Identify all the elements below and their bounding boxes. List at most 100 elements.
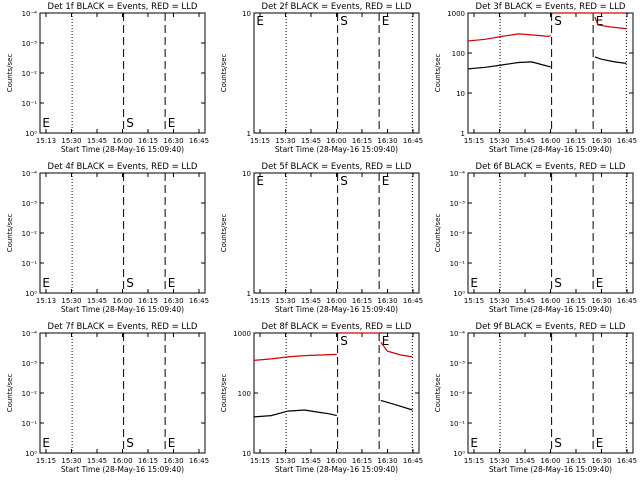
x-tick-label: 16:45 — [189, 457, 209, 465]
y-tick-label: 10⁻⁴ — [22, 170, 38, 178]
x-tick-label: 15:13 — [36, 297, 56, 305]
plot-frame — [39, 172, 206, 294]
x-axis-label: Start Time (28-May-16 15:09:40) — [275, 145, 398, 154]
y-tick-label: 10⁰ — [453, 290, 465, 298]
x-tick-label: 15:45 — [301, 297, 321, 305]
x-tick-label: 15:45 — [301, 457, 321, 465]
y-tick-label: 10⁻¹ — [22, 420, 38, 428]
events-series — [253, 409, 337, 418]
x-tick-label: 15:30 — [275, 137, 295, 145]
y-axis-label: Counts/sec — [220, 214, 228, 253]
x-tick-label: 15:30 — [61, 137, 81, 145]
y-tick-label: 10 — [242, 450, 251, 458]
x-tick-label: 16:30 — [163, 297, 183, 305]
x-tick-label: 15:45 — [515, 137, 535, 145]
x-tick-label: 15:15 — [464, 457, 484, 465]
x-tick-label: 16:45 — [403, 297, 423, 305]
panel-title: Det 3f BLACK = Events, RED = LLD — [476, 2, 626, 12]
panel-title: Det 5f BLACK = Events, RED = LLD — [262, 162, 412, 172]
y-axis-label: Counts/sec — [434, 214, 442, 253]
x-tick-label: 15:30 — [61, 297, 81, 305]
panel-title: Det 6f BLACK = Events, RED = LLD — [476, 162, 626, 172]
x-tick-label: 15:15 — [250, 297, 270, 305]
x-tick-label: 15:13 — [36, 137, 56, 145]
x-tick-label: 16:15 — [352, 457, 372, 465]
plot-frame — [253, 172, 420, 294]
lld-series — [467, 33, 551, 42]
x-tick-label: 16:45 — [617, 457, 637, 465]
y-tick-label: 10⁻¹ — [450, 420, 466, 428]
x-tick-label: 15:30 — [489, 457, 509, 465]
x-tick-label: 16:00 — [540, 457, 560, 465]
x-tick-label: 16:00 — [112, 457, 132, 465]
x-tick-label: 15:15 — [250, 137, 270, 145]
y-tick-label: 10⁻⁴ — [22, 10, 38, 18]
x-tick-label: 16:30 — [377, 297, 397, 305]
y-tick-label: 10⁻² — [22, 390, 38, 398]
x-tick-label: 15:30 — [275, 297, 295, 305]
y-tick-label: 10⁻⁴ — [450, 330, 466, 338]
y-tick-label: 1000 — [233, 330, 251, 338]
events-series — [594, 56, 627, 64]
marker-label-s: S — [340, 174, 348, 188]
x-tick-label: 16:00 — [326, 457, 346, 465]
y-tick-label: 10⁰ — [25, 290, 37, 298]
panel-title: Det 9f BLACK = Events, RED = LLD — [476, 322, 626, 332]
x-axis-label: Start Time (28-May-16 15:09:40) — [61, 305, 184, 314]
panel-title: Det 1f BLACK = Events, RED = LLD — [48, 2, 198, 12]
x-tick-label: 16:15 — [138, 137, 158, 145]
y-tick-label: 10 — [242, 10, 251, 18]
y-tick-label: 10⁻³ — [22, 40, 38, 48]
x-axis-label: Start Time (28-May-16 15:09:40) — [489, 305, 612, 314]
marker-label-e: E — [596, 436, 604, 450]
y-tick-label: 10⁻³ — [22, 200, 38, 208]
marker-label-s: S — [126, 116, 134, 130]
x-tick-label: 16:00 — [540, 297, 560, 305]
marker-label-e: E — [470, 276, 478, 290]
y-axis-label: Counts/sec — [220, 54, 228, 93]
marker-label-s: S — [340, 14, 348, 28]
panel-det-5: Det 5f BLACK = Events, RED = LLD 1 10 Count… — [220, 162, 423, 314]
y-axis-label: Counts/sec — [6, 54, 14, 93]
y-tick-label: 10⁰ — [453, 450, 465, 458]
marker-label-e: E — [168, 276, 176, 290]
y-axis-label: Counts/sec — [220, 374, 228, 413]
panel-det-4: Det 4f BLACK = Events, RED = LLD 10⁰ 10⁻¹ 1… — [6, 162, 209, 314]
marker-label-s: S — [554, 436, 562, 450]
panel-title: Det 7f BLACK = Events, RED = LLD — [48, 322, 198, 332]
y-tick-label: 10⁻¹ — [22, 260, 38, 268]
x-tick-label: 15:30 — [61, 457, 81, 465]
marker-label-s: S — [126, 436, 134, 450]
marker-label-e: E — [168, 116, 176, 130]
x-tick-label: 16:15 — [138, 297, 158, 305]
x-axis-label: Start Time (28-May-16 15:09:40) — [275, 465, 398, 474]
x-tick-label: 16:00 — [326, 297, 346, 305]
x-tick-label: 15:45 — [515, 297, 535, 305]
y-tick-label: 10⁻³ — [450, 200, 466, 208]
y-axis-label: Counts/sec — [6, 214, 14, 253]
x-axis-label: Start Time (28-May-16 15:09:40) — [489, 145, 612, 154]
lld-series — [380, 341, 413, 358]
x-tick-label: 16:30 — [163, 137, 183, 145]
marker-label-e: E — [382, 334, 390, 348]
panel-det-3: Det 3f BLACK = Events, RED = LLD 1 10 100 10… — [434, 2, 637, 154]
x-tick-label: 16:15 — [566, 137, 586, 145]
plot-frame — [467, 172, 634, 294]
x-tick-label: 16:30 — [377, 457, 397, 465]
marker-label-e: E — [256, 174, 264, 188]
y-tick-label: 10⁻⁴ — [450, 170, 466, 178]
plot-frame — [467, 12, 634, 134]
y-tick-label: 10⁰ — [25, 130, 37, 138]
x-tick-label: 16:15 — [352, 137, 372, 145]
y-tick-label: 10⁻¹ — [22, 100, 38, 108]
x-tick-label: 16:45 — [189, 297, 209, 305]
marker-label-s: S — [126, 276, 134, 290]
y-axis-label: Counts/sec — [6, 374, 14, 413]
y-tick-label: 10⁰ — [25, 450, 37, 458]
x-tick-label: 15:30 — [489, 137, 509, 145]
panel-det-2: Det 2f BLACK = Events, RED = LLD 1 10 Count… — [220, 2, 423, 154]
x-tick-label: 15:45 — [515, 457, 535, 465]
marker-label-e: E — [256, 14, 264, 28]
panel-title: Det 4f BLACK = Events, RED = LLD — [48, 162, 198, 172]
